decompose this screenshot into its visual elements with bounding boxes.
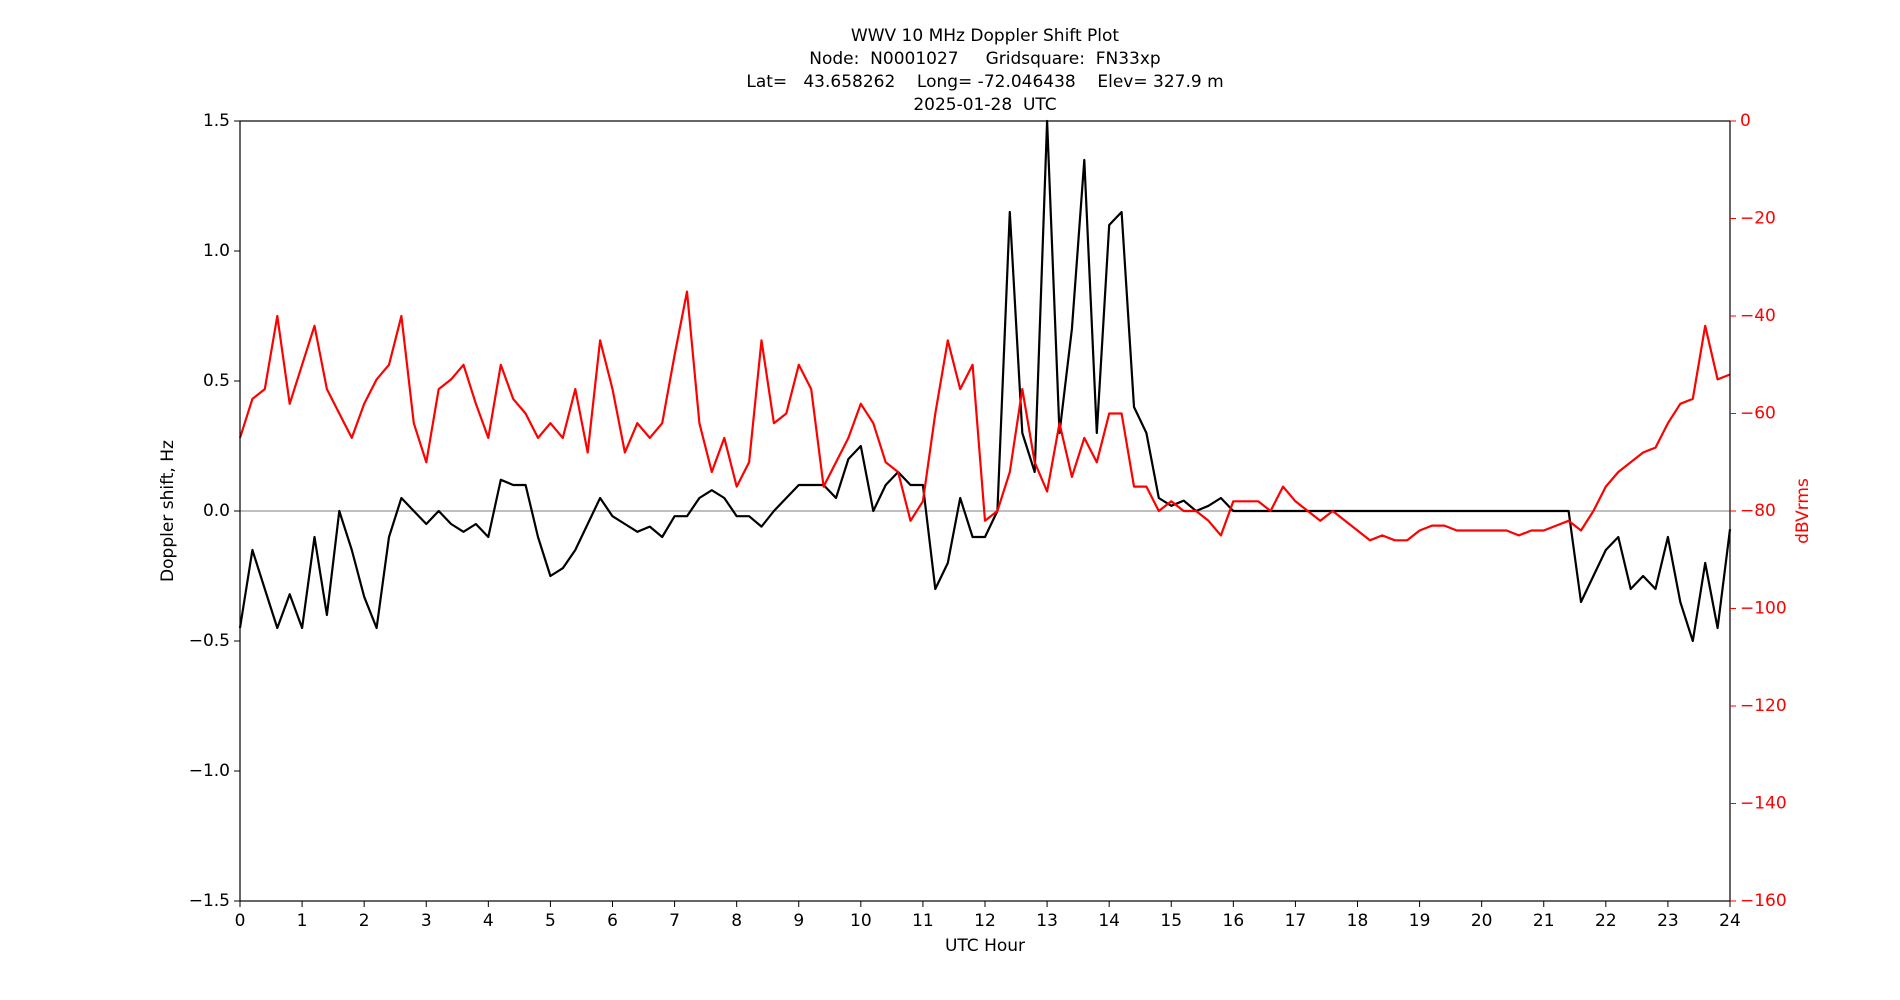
y-tick-label: 0.5: [203, 371, 230, 391]
x-tick-label: 10: [850, 911, 872, 931]
x-tick-label: 12: [974, 911, 996, 931]
y2-tick-label: −80: [1740, 501, 1776, 521]
x-tick-label: 4: [483, 911, 494, 931]
x-tick-label: 16: [1223, 911, 1245, 931]
y-tick-label: −1.5: [189, 891, 230, 911]
chart-title: Lat= 43.658262 Long= -72.046438 Elev= 32…: [746, 72, 1223, 92]
x-tick-label: 13: [1036, 911, 1058, 931]
chart-title: WWV 10 MHz Doppler Shift Plot: [851, 26, 1120, 46]
x-tick-label: 20: [1471, 911, 1493, 931]
y-tick-label: 1.0: [203, 241, 230, 261]
x-tick-label: 15: [1160, 911, 1182, 931]
y2-tick-label: −60: [1740, 404, 1776, 424]
y2-tick-label: −160: [1740, 891, 1787, 911]
chart-title: Node: N0001027 Gridsquare: FN33xp: [809, 49, 1160, 69]
y-axis-label: Doppler shift, Hz: [158, 440, 178, 582]
x-tick-label: 19: [1409, 911, 1431, 931]
y2-tick-label: −140: [1740, 794, 1787, 814]
x-tick-label: 3: [421, 911, 432, 931]
x-axis-label: UTC Hour: [945, 936, 1025, 956]
x-tick-label: 8: [731, 911, 742, 931]
x-tick-label: 23: [1657, 911, 1679, 931]
y-tick-label: 1.5: [203, 111, 230, 131]
y2-tick-label: −100: [1740, 599, 1787, 619]
x-tick-label: 17: [1285, 911, 1307, 931]
y2-tick-label: 0: [1740, 111, 1751, 131]
y-tick-label: −0.5: [189, 631, 230, 651]
x-tick-label: 14: [1098, 911, 1120, 931]
y2-axis-label: dBVrms: [1793, 478, 1813, 544]
x-tick-label: 7: [669, 911, 680, 931]
x-tick-label: 9: [793, 911, 804, 931]
chart-title: 2025-01-28 UTC: [913, 95, 1056, 115]
x-tick-label: 24: [1719, 911, 1741, 931]
x-tick-label: 1: [297, 911, 308, 931]
y-tick-label: 0.0: [203, 501, 230, 521]
y-tick-label: −1.0: [189, 761, 230, 781]
x-tick-label: 18: [1347, 911, 1369, 931]
x-tick-label: 2: [359, 911, 370, 931]
y2-tick-label: −20: [1740, 209, 1776, 229]
y2-tick-label: −120: [1740, 696, 1787, 716]
x-tick-label: 11: [912, 911, 934, 931]
series-line: [238, 290, 1731, 542]
x-tick-label: 21: [1533, 911, 1555, 931]
series-line: [238, 119, 1732, 643]
x-tick-label: 22: [1595, 911, 1617, 931]
x-tick-label: 6: [607, 911, 618, 931]
x-tick-label: 5: [545, 911, 556, 931]
y2-tick-label: −40: [1740, 306, 1776, 326]
x-tick-label: 0: [235, 911, 246, 931]
